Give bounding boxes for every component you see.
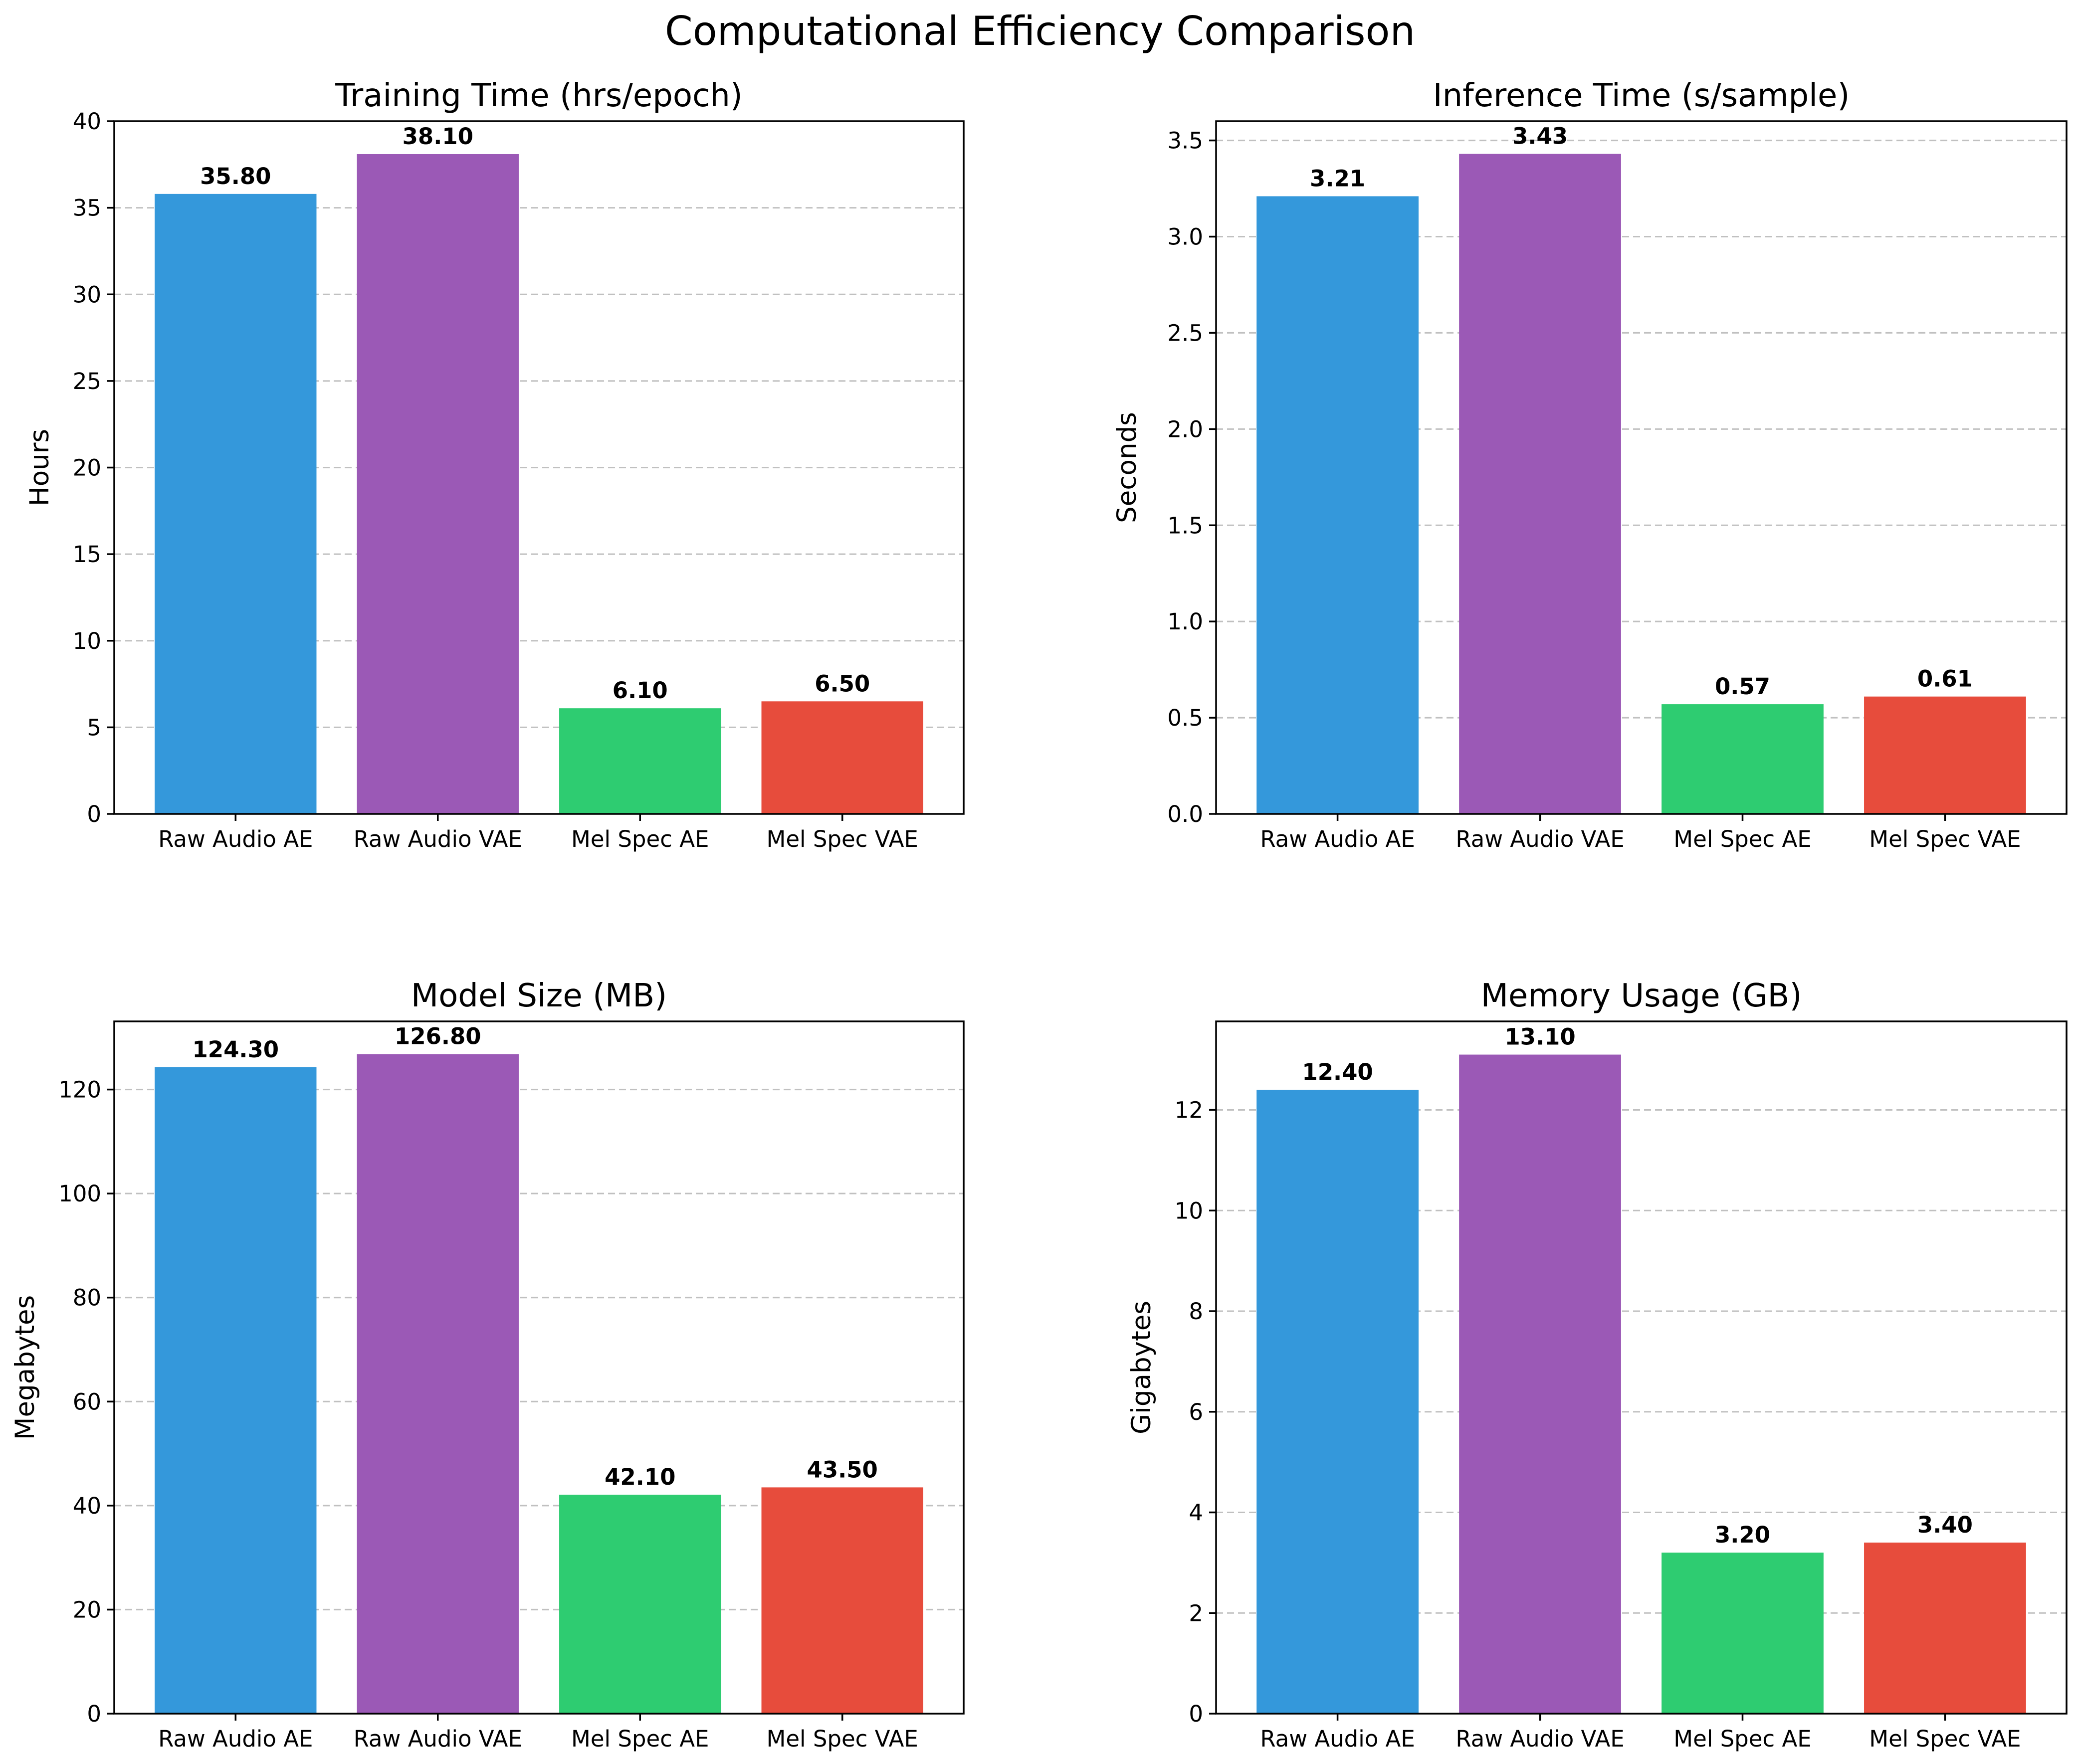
chart2-ytick-label-0: 0 bbox=[87, 1701, 101, 1727]
chart2-ylabel: Megabytes bbox=[10, 1295, 40, 1440]
panel-inference-time: 3.21 Raw Audio AE 3.43 Raw Audio VAE 0.57 Mel… bbox=[1112, 77, 2068, 852]
chart2-ytick-label-5: 100 bbox=[58, 1180, 101, 1207]
chart2-value-label-2: 42.10 bbox=[605, 1464, 675, 1490]
chart2-xtick-label-1: Raw Audio VAE bbox=[354, 1726, 522, 1752]
chart1-bar-1 bbox=[1459, 154, 1621, 814]
chart3-xtick-label-1: Raw Audio VAE bbox=[1456, 1726, 1624, 1752]
chart2-bar-3 bbox=[761, 1487, 923, 1714]
chart1-ytick-label-6: 3.0 bbox=[1167, 224, 1203, 250]
chart0-bar-2 bbox=[559, 708, 721, 814]
chart2-xtick-label-3: Mel Spec VAE bbox=[767, 1726, 918, 1752]
chart0-ytick-label-3: 15 bbox=[73, 541, 101, 568]
chart0-value-label-1: 38.10 bbox=[403, 123, 473, 150]
chart2-ytick-label-4: 80 bbox=[73, 1285, 101, 1311]
figure-title: Computational Efficiency Comparison bbox=[665, 8, 1415, 54]
chart3-ytick-label-4: 8 bbox=[1189, 1298, 1203, 1325]
chart1-ytick-label-4: 2.0 bbox=[1167, 416, 1203, 442]
chart1-axes-frame bbox=[1215, 120, 2068, 815]
chart0-bar-0 bbox=[155, 194, 317, 814]
chart3-value-label-3: 3.40 bbox=[1917, 1512, 1973, 1538]
chart0-bar-3 bbox=[761, 701, 923, 814]
chart0-ytick-label-6: 30 bbox=[73, 281, 101, 308]
chart3-bar-1 bbox=[1459, 1054, 1621, 1714]
chart1-ytick-label-7: 3.5 bbox=[1167, 128, 1203, 154]
chart0-ylabel: Hours bbox=[24, 429, 55, 506]
chart1-ytick-label-1: 0.5 bbox=[1167, 705, 1203, 731]
chart1-ytick-label-5: 2.5 bbox=[1167, 320, 1203, 346]
chart1-ytick-label-3: 1.5 bbox=[1167, 512, 1203, 539]
chart0-ytick-label-1: 5 bbox=[87, 714, 101, 741]
chart2-bar-1 bbox=[357, 1054, 519, 1714]
chart2-ytick-label-2: 40 bbox=[73, 1493, 101, 1519]
chart0-value-label-3: 6.50 bbox=[815, 670, 870, 697]
chart3-xtick-label-3: Mel Spec VAE bbox=[1869, 1726, 2021, 1752]
chart0-ytick-label-5: 25 bbox=[73, 368, 101, 394]
chart2-ytick-label-6: 120 bbox=[58, 1077, 101, 1103]
chart0-xtick-label-2: Mel Spec AE bbox=[571, 826, 709, 852]
chart1-bar-3 bbox=[1864, 696, 2026, 814]
chart3-ytick-label-0: 0 bbox=[1189, 1701, 1203, 1727]
chart3-xtick-label-2: Mel Spec AE bbox=[1673, 1726, 1811, 1752]
chart1-xtick-label-2: Mel Spec AE bbox=[1673, 826, 1811, 852]
chart3-xtick-label-0: Raw Audio AE bbox=[1260, 1726, 1415, 1752]
chart0-xtick-label-1: Raw Audio VAE bbox=[354, 826, 522, 852]
chart1-bar-2 bbox=[1662, 704, 1824, 814]
chart3-bar-2 bbox=[1662, 1553, 1824, 1714]
chart2-bar-2 bbox=[559, 1494, 721, 1714]
chart3-value-label-0: 12.40 bbox=[1302, 1059, 1373, 1085]
chart3-title: Memory Usage (GB) bbox=[1481, 978, 1802, 1014]
chart0-ytick-label-0: 0 bbox=[87, 801, 101, 827]
chart1-ylabel: Seconds bbox=[1112, 412, 1142, 523]
chart3-bar-3 bbox=[1864, 1543, 2026, 1714]
chart3-bar-0 bbox=[1256, 1090, 1419, 1714]
panel-memory-usage: 12.40 Raw Audio AE 13.10 Raw Audio VAE 3.20 M… bbox=[1126, 978, 2068, 1752]
chart0-axes-frame bbox=[113, 120, 965, 815]
chart1-ytick-label-0: 0.0 bbox=[1167, 801, 1203, 827]
chart3-ytick-label-5: 10 bbox=[1175, 1197, 1203, 1224]
chart3-ytick-label-6: 12 bbox=[1175, 1097, 1203, 1124]
chart2-xtick-label-2: Mel Spec AE bbox=[571, 1726, 709, 1752]
chart3-ytick-label-3: 6 bbox=[1189, 1399, 1203, 1425]
chart2-value-label-3: 43.50 bbox=[807, 1456, 878, 1483]
panel-training-time: 35.80 Raw Audio AE 38.10 Raw Audio VAE 6.10 M… bbox=[24, 77, 965, 852]
chart0-ytick-label-4: 20 bbox=[73, 455, 101, 481]
chart0-title: Training Time (hrs/epoch) bbox=[335, 77, 742, 114]
chart2-bar-0 bbox=[155, 1067, 317, 1714]
chart1-value-label-1: 3.43 bbox=[1512, 123, 1568, 150]
chart0-xtick-label-3: Mel Spec VAE bbox=[767, 826, 918, 852]
chart2-value-label-1: 126.80 bbox=[395, 1023, 481, 1050]
chart0-ytick-label-7: 35 bbox=[73, 195, 101, 221]
chart3-value-label-1: 13.10 bbox=[1504, 1024, 1575, 1050]
chart3-axes-frame bbox=[1215, 1020, 2068, 1715]
chart3-value-label-2: 3.20 bbox=[1715, 1522, 1770, 1548]
chart2-title: Model Size (MB) bbox=[411, 978, 667, 1014]
panel-model-size: 124.30 Raw Audio AE 126.80 Raw Audio VAE 42.… bbox=[10, 978, 965, 1752]
chart0-ytick-label-2: 10 bbox=[73, 628, 101, 654]
chart1-bar-0 bbox=[1256, 196, 1419, 814]
chart1-value-label-0: 3.21 bbox=[1310, 165, 1365, 192]
chart0-ytick-label-8: 40 bbox=[73, 108, 101, 135]
chart2-xtick-label-0: Raw Audio AE bbox=[158, 1726, 313, 1752]
chart0-xtick-label-0: Raw Audio AE bbox=[158, 826, 313, 852]
chart1-title: Inference Time (s/sample) bbox=[1433, 77, 1850, 114]
chart3-ytick-label-1: 2 bbox=[1189, 1600, 1203, 1626]
chart2-value-label-0: 124.30 bbox=[192, 1036, 279, 1063]
chart1-ytick-label-2: 1.0 bbox=[1167, 608, 1203, 635]
chart1-xtick-label-1: Raw Audio VAE bbox=[1456, 826, 1624, 852]
chart2-ytick-label-1: 20 bbox=[73, 1596, 101, 1623]
chart0-value-label-0: 35.80 bbox=[200, 163, 271, 190]
chart3-ylabel: Gigabytes bbox=[1126, 1301, 1157, 1434]
chart1-xtick-label-3: Mel Spec VAE bbox=[1869, 826, 2021, 852]
chart1-value-label-2: 0.57 bbox=[1715, 673, 1770, 700]
chart0-bar-1 bbox=[357, 154, 519, 814]
chart1-xtick-label-0: Raw Audio AE bbox=[1260, 826, 1415, 852]
chart0-value-label-2: 6.10 bbox=[613, 677, 668, 704]
chart1-value-label-3: 0.61 bbox=[1917, 666, 1973, 692]
chart2-ytick-label-3: 60 bbox=[73, 1388, 101, 1415]
chart3-ytick-label-2: 4 bbox=[1189, 1500, 1203, 1526]
chart2-axes-frame bbox=[113, 1020, 965, 1715]
